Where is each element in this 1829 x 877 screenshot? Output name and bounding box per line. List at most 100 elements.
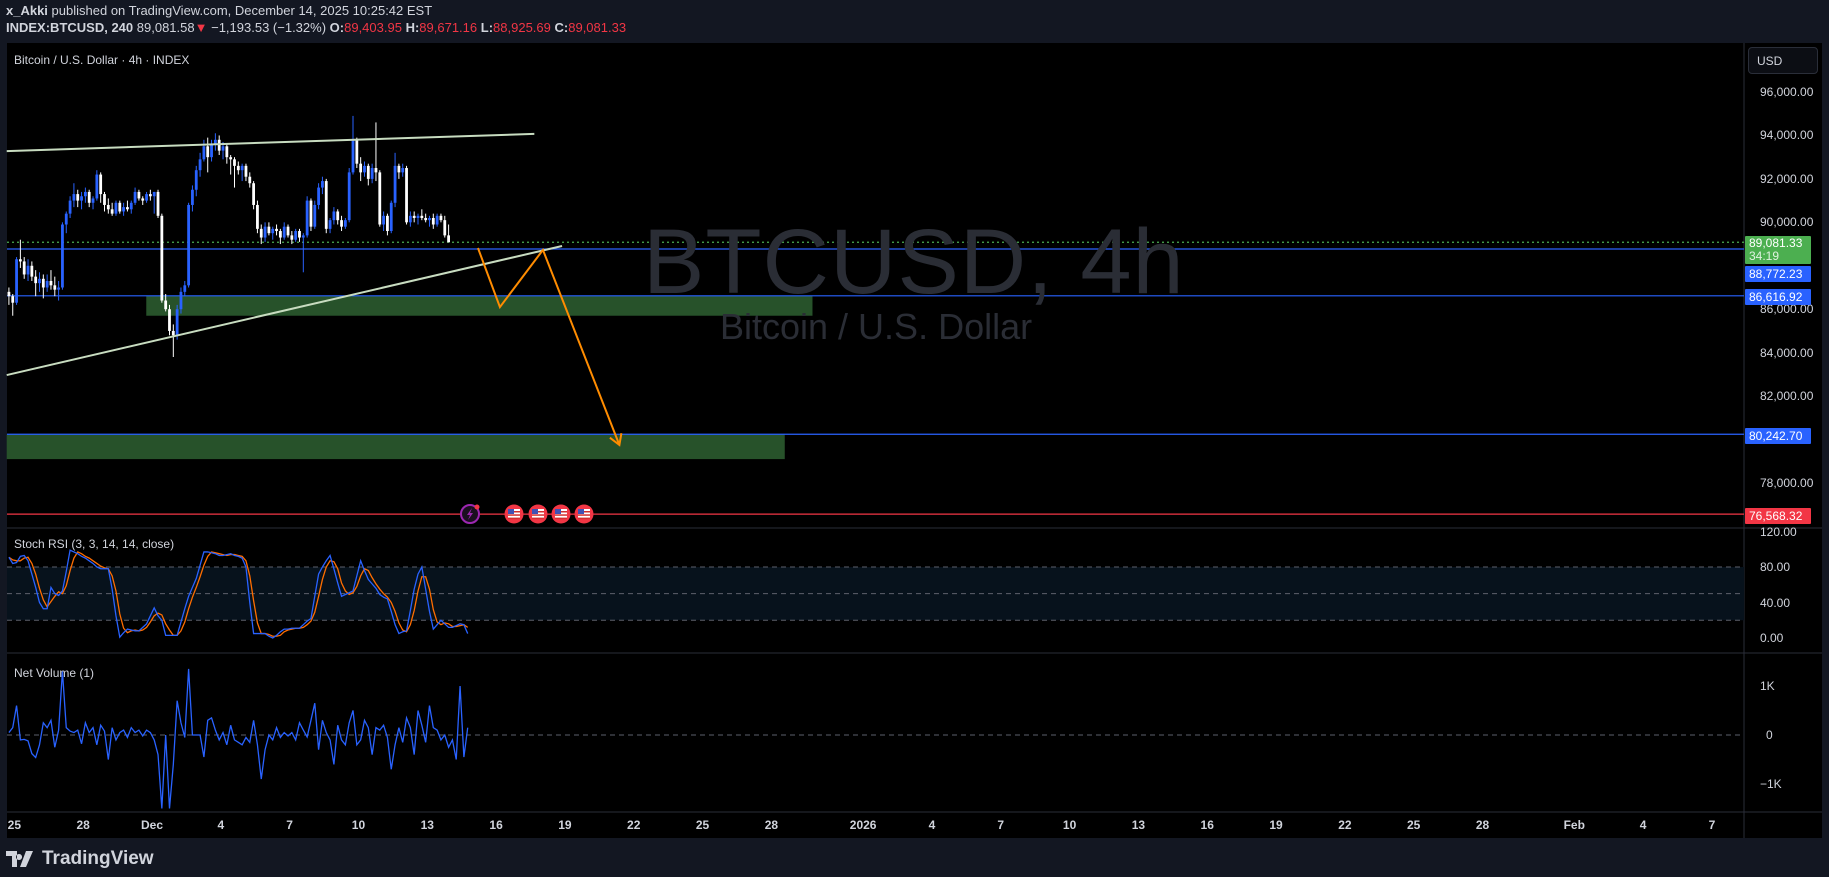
us-flag-icon[interactable]	[528, 504, 548, 524]
candle-body	[336, 211, 340, 221]
candle-body	[416, 215, 420, 218]
candle	[439, 213, 443, 223]
candle	[126, 200, 129, 212]
candle-countdown: 34:19	[1749, 249, 1780, 263]
candle-body	[244, 165, 248, 177]
candle	[99, 172, 103, 203]
candle	[133, 187, 137, 205]
candle-body	[366, 165, 370, 179]
candle	[34, 270, 38, 297]
candle	[179, 287, 183, 314]
candle-body	[236, 165, 240, 171]
time-tick: 22	[627, 818, 641, 832]
candle	[393, 152, 397, 208]
candle-body	[443, 220, 447, 236]
price-change: −1,193.53 (−1.32%)	[211, 20, 327, 35]
price-tick: 84,000.00	[1760, 345, 1814, 360]
candle-body	[301, 235, 305, 238]
flag-stripe	[555, 517, 567, 520]
us-flag-icon[interactable]	[574, 504, 594, 524]
net-volume-tick: −1K	[1760, 777, 1782, 791]
projection-path-line	[477, 247, 621, 446]
candle	[30, 261, 34, 281]
candle-body	[133, 191, 137, 203]
stoch-rsi-title[interactable]: Stoch RSI (3, 3, 14, 14, close)	[14, 537, 175, 551]
open-value: 89,403.95	[344, 20, 402, 35]
candle-body	[240, 165, 244, 171]
candle-body	[298, 231, 301, 238]
candle	[412, 211, 416, 223]
time-tick: 10	[1062, 818, 1077, 832]
candle-body	[294, 231, 298, 240]
candle	[374, 122, 378, 182]
candle-body	[435, 215, 439, 225]
candle	[359, 157, 363, 182]
author-name[interactable]: x_Akki	[6, 3, 48, 18]
candle-body	[168, 309, 171, 331]
candle-body	[343, 220, 347, 227]
candle	[160, 213, 164, 303]
symbol-info: INDEX:BTCUSD, 240 89,081.58▼ −1,193.53 (…	[6, 20, 626, 35]
candle-body	[141, 198, 145, 201]
candle	[194, 165, 198, 197]
candle-body	[275, 228, 278, 232]
candle	[298, 228, 301, 242]
candle	[41, 274, 45, 299]
candle	[443, 215, 447, 238]
net-volume-title[interactable]: Net Volume (1)	[14, 666, 95, 680]
projection-path	[477, 247, 623, 447]
candle-body	[76, 194, 80, 201]
flag-stripe	[532, 517, 544, 520]
candle-body	[202, 146, 206, 160]
candle	[202, 139, 206, 162]
candle	[428, 215, 431, 227]
candle-body	[53, 285, 57, 290]
high-label: H:	[405, 20, 420, 35]
candle	[217, 135, 221, 155]
time-tick: 25	[1407, 818, 1421, 832]
candle-body	[206, 146, 210, 158]
flag-stripe	[578, 514, 590, 516]
candle	[106, 198, 110, 214]
candle-body	[103, 194, 106, 205]
candle	[103, 191, 106, 212]
candle	[343, 217, 347, 229]
tradingview-logo[interactable]: TradingView	[6, 848, 154, 870]
candle	[57, 280, 61, 301]
candle-body	[145, 194, 148, 201]
candle	[110, 202, 114, 216]
candle	[397, 163, 401, 179]
candle	[408, 211, 412, 227]
lightning-icon[interactable]	[460, 504, 480, 524]
candle	[305, 196, 309, 238]
candle	[447, 224, 450, 243]
time-tick: 10	[351, 818, 366, 832]
price-tick: 90,000.00	[1760, 215, 1814, 230]
candle	[233, 157, 236, 188]
time-tick: 25	[7, 818, 22, 832]
stoch-d-line	[8, 551, 469, 637]
candle	[141, 196, 145, 205]
currency-button[interactable]: USD	[1748, 47, 1818, 74]
chart-legend-title[interactable]: Bitcoin / U.S. Dollar · 4h · INDEX	[14, 53, 190, 67]
candle-body	[95, 174, 99, 199]
candle-body	[80, 196, 83, 201]
candle	[424, 213, 428, 223]
candle	[366, 163, 370, 186]
flag-stripe	[508, 514, 520, 516]
us-flag-icon[interactable]	[504, 504, 524, 524]
candle-body	[393, 165, 397, 203]
candle-body	[122, 207, 126, 212]
candle-body	[447, 235, 450, 243]
candle	[38, 272, 41, 292]
tradingview-logo-icon	[6, 851, 33, 867]
high-value: 89,671.16	[419, 20, 478, 35]
candle	[53, 276, 57, 297]
us-flag-icon[interactable]	[551, 504, 571, 524]
candle	[191, 185, 194, 212]
candle-body	[363, 165, 366, 173]
trendline	[6, 132, 535, 153]
flag-stripe	[532, 514, 544, 516]
low-label: L:	[480, 20, 494, 35]
